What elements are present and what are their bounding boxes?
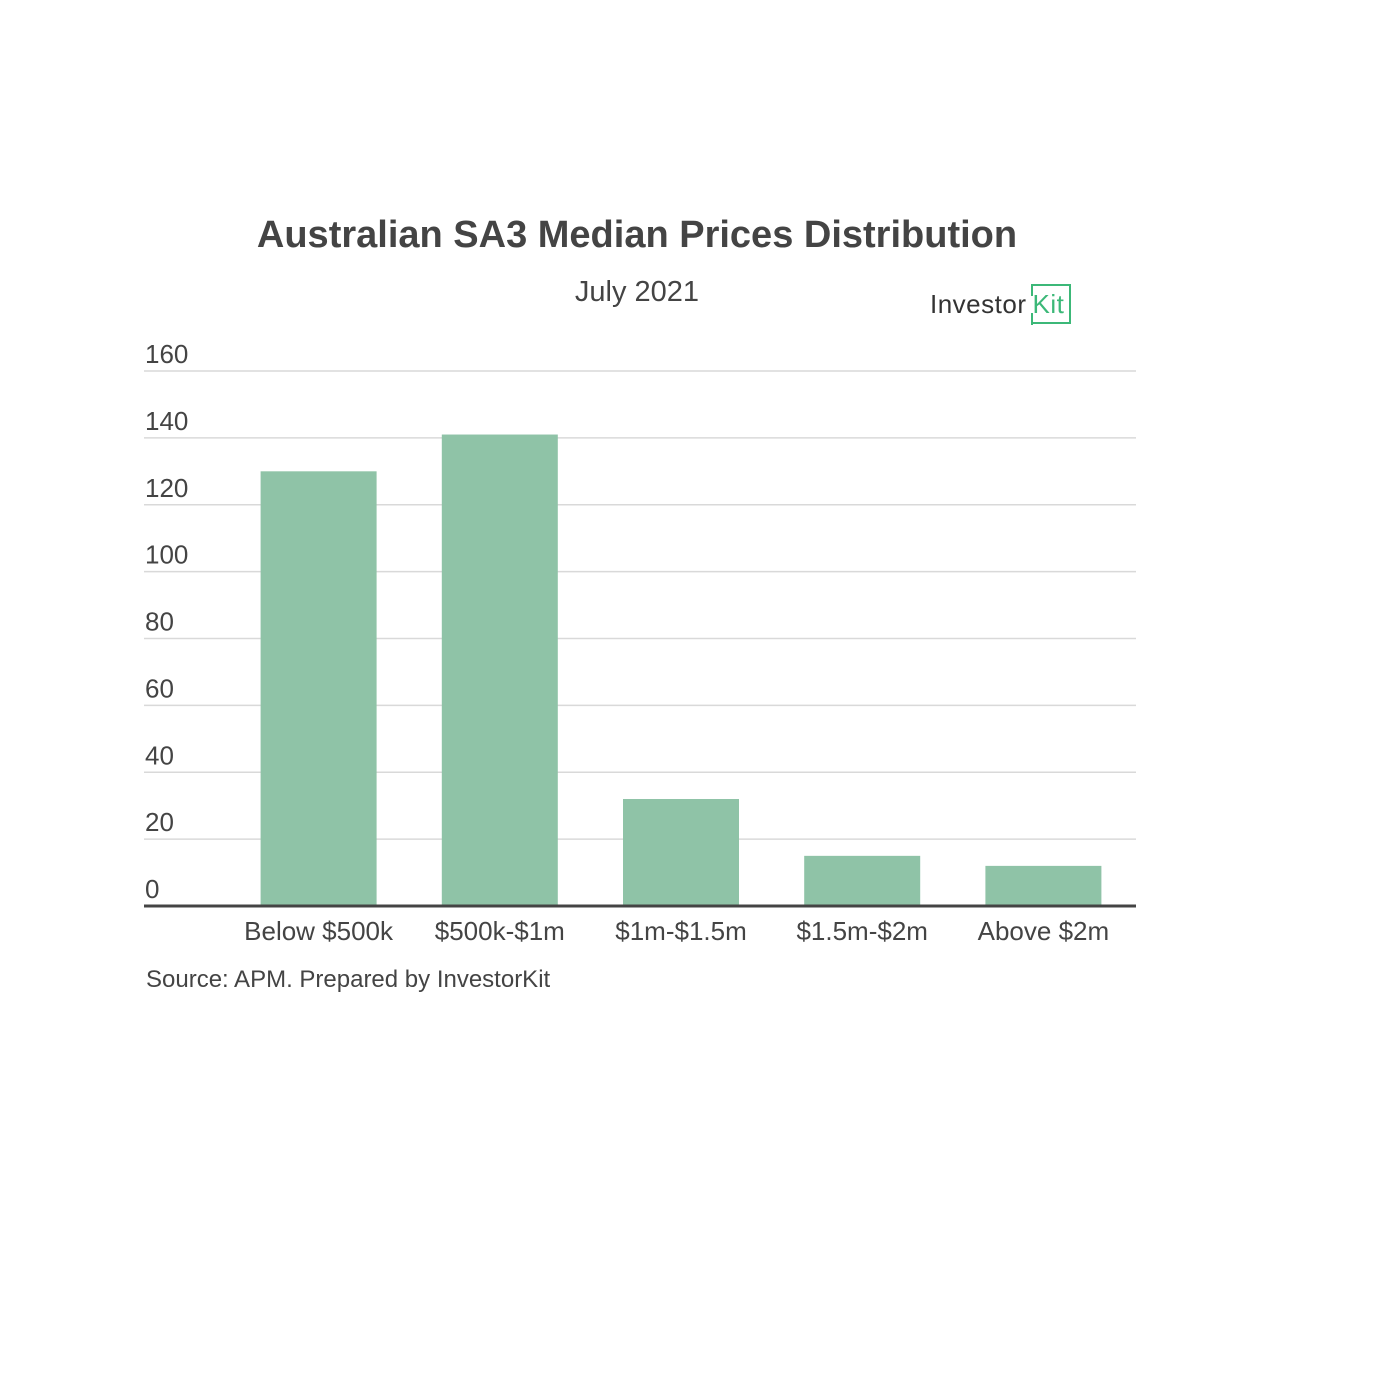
y-tick-label: 160 (145, 339, 188, 369)
x-tick-label: $500k-$1m (435, 916, 565, 946)
y-tick-label: 40 (145, 740, 174, 770)
y-tick-label: 140 (145, 406, 188, 436)
bar (804, 855, 921, 906)
x-tick-label: $1m-$1.5m (615, 916, 747, 946)
source-note: Source: APM. Prepared by InvestorKit (146, 966, 551, 993)
logo-word: Investor (930, 288, 1027, 319)
chart-title: Australian SA3 Median Prices Distributio… (256, 214, 1018, 256)
x-tick-label: Below $500k (244, 916, 394, 946)
y-tick-label: 20 (145, 807, 174, 837)
logo-badge-text: Kit (1032, 289, 1065, 319)
y-tick-label: 80 (145, 607, 174, 637)
logo-badge-icon: Kit (1030, 283, 1071, 325)
y-tick-label: 100 (145, 540, 188, 570)
x-tick-label: Above $2m (978, 916, 1110, 946)
bar (623, 799, 739, 906)
chart-subtitle: July 2021 (574, 276, 700, 308)
bar (260, 471, 377, 906)
y-tick-label: 120 (145, 473, 188, 503)
y-tick-label: 0 (145, 874, 159, 904)
bar (441, 434, 558, 906)
investorkit-logo: Investor Kit (930, 282, 1071, 326)
y-tick-label: 60 (145, 673, 174, 703)
x-tick-label: $1.5m-$2m (796, 916, 928, 946)
bar (985, 865, 1102, 906)
